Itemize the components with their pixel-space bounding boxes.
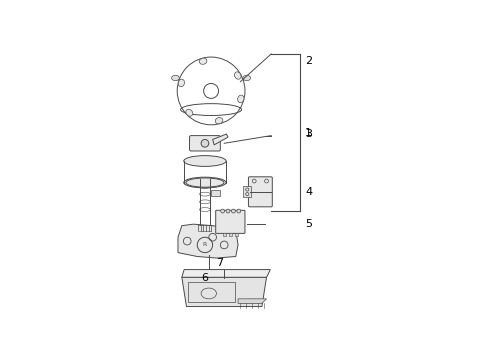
Ellipse shape — [243, 75, 250, 81]
Ellipse shape — [226, 209, 230, 213]
Text: 7: 7 — [216, 258, 223, 268]
Text: 4: 4 — [305, 187, 312, 197]
Ellipse shape — [215, 118, 223, 124]
Text: 2: 2 — [305, 55, 312, 66]
Bar — [211, 190, 220, 197]
Text: 3: 3 — [305, 129, 312, 139]
Text: 5: 5 — [305, 219, 312, 229]
Circle shape — [201, 139, 209, 147]
Polygon shape — [182, 270, 270, 277]
Ellipse shape — [199, 58, 207, 64]
Bar — [229, 233, 232, 237]
Ellipse shape — [220, 209, 224, 213]
Ellipse shape — [184, 156, 226, 166]
FancyBboxPatch shape — [190, 136, 220, 151]
Ellipse shape — [172, 75, 179, 81]
Polygon shape — [238, 299, 267, 303]
Bar — [235, 233, 238, 237]
FancyBboxPatch shape — [248, 177, 272, 207]
Polygon shape — [178, 224, 238, 258]
Ellipse shape — [231, 209, 235, 213]
Ellipse shape — [238, 95, 244, 103]
Bar — [188, 282, 235, 302]
Polygon shape — [182, 277, 267, 306]
Ellipse shape — [235, 72, 241, 79]
Ellipse shape — [237, 209, 241, 213]
FancyBboxPatch shape — [216, 210, 245, 233]
Ellipse shape — [186, 109, 193, 116]
Text: R: R — [203, 242, 207, 247]
Ellipse shape — [184, 177, 226, 188]
Bar — [222, 233, 226, 237]
Bar — [244, 186, 251, 197]
Text: 1: 1 — [305, 127, 312, 138]
Polygon shape — [213, 134, 228, 145]
Text: 6: 6 — [201, 273, 208, 283]
Ellipse shape — [186, 178, 224, 187]
Ellipse shape — [178, 79, 184, 87]
